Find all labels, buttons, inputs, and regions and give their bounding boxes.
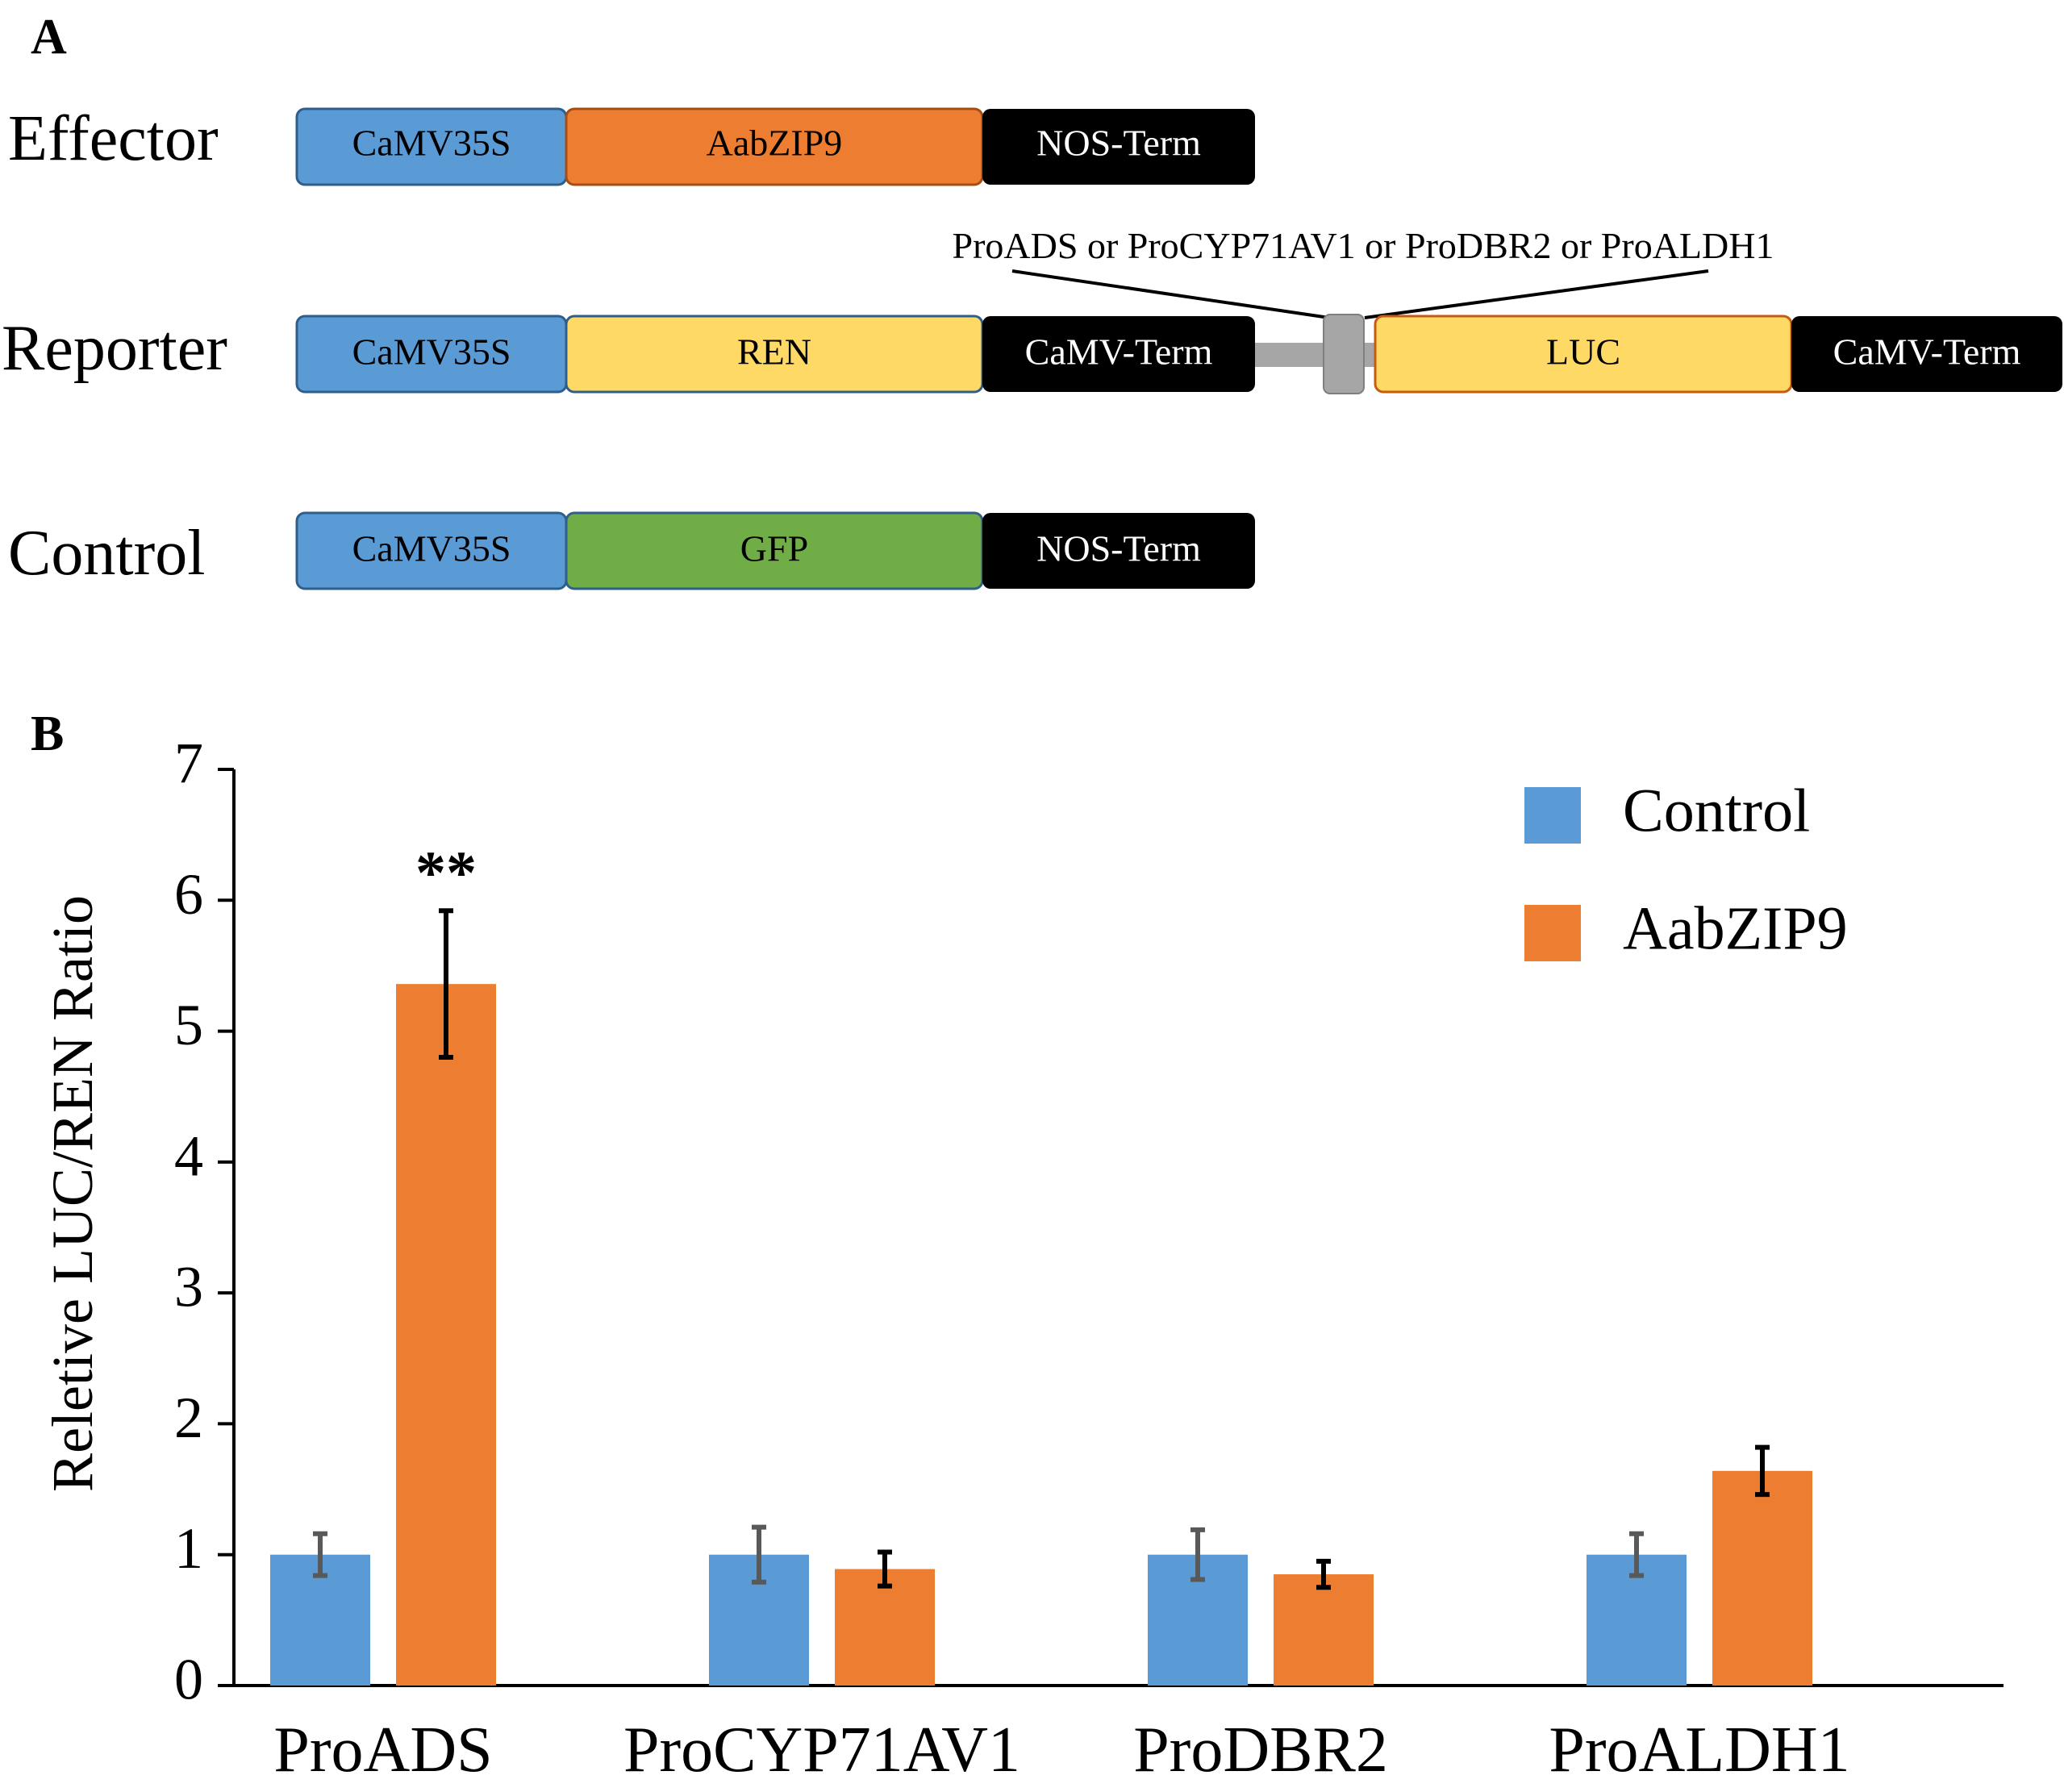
x-category-label: ProADS	[273, 1715, 492, 1786]
control-segment-terminator-label: NOS-Term	[1036, 528, 1201, 569]
legend-swatch-control	[1524, 787, 1581, 844]
y-tick-label: 5	[174, 993, 203, 1057]
panel-a-label: A	[31, 10, 67, 65]
y-tick-label: 2	[174, 1386, 203, 1450]
effector-segment-gene-label: AabZIP9	[707, 123, 843, 164]
y-tick-label: 4	[174, 1123, 203, 1188]
reporter-segment-terminator-2-label: CaMV-Term	[1833, 331, 2021, 373]
effector-construct: Effector CaMV35S AabZIP9 NOS-Term	[8, 103, 1255, 186]
y-tick-label: 0	[174, 1648, 203, 1712]
x-category-label: ProDBR2	[1133, 1715, 1388, 1786]
control-segment-promoter-label: CaMV35S	[352, 528, 511, 569]
reporter-segment-promoter-label: CaMV35S	[352, 331, 511, 373]
callout-line-right	[1364, 269, 1709, 319]
panel-b-label: B	[31, 706, 64, 761]
reporter-segment-terminator-1-label: CaMV-Term	[1025, 331, 1213, 373]
effector-segment-terminator	[982, 109, 1255, 185]
callout-line-left	[1011, 269, 1330, 319]
y-tick-label: 7	[174, 731, 203, 796]
reporter-segment-terminator-2	[1791, 316, 2062, 392]
reporter-segment-luc-label: LUC	[1546, 331, 1620, 373]
bar-aabzip9-proads	[396, 984, 496, 1686]
reporter-segment-terminator-1	[982, 316, 1255, 392]
control-segment-terminator	[982, 513, 1255, 589]
x-category-label: ProALDH1	[1549, 1715, 1849, 1786]
x-category-label: ProCYP71AV1	[623, 1715, 1020, 1786]
effector-row-label: Effector	[8, 103, 219, 174]
reporter-row-label: Reporter	[2, 313, 227, 384]
effector-segment-promoter-label: CaMV35S	[352, 123, 511, 164]
bar-chart: 0 1 2 3 4 5 6 7 ProADS ProCYP71AV1 ProDBR2 ProALDH1…	[174, 731, 2004, 1786]
bar-aabzip9-proaldh1	[1712, 1470, 1812, 1686]
control-construct: Control CaMV35S GFP NOS-Term	[8, 511, 1255, 590]
y-tick-label: 1	[174, 1516, 203, 1581]
effector-segment-terminator-label: NOS-Term	[1036, 123, 1201, 164]
y-tick-label: 3	[174, 1255, 203, 1319]
reporter-construct: ProADS or ProCYP71AV1 or ProDBR2 or ProA…	[2, 225, 2062, 394]
y-tick-label: 6	[174, 862, 203, 927]
panel-b: B Reletive LUC/REN Ratio 0 1 2 3 4 5 6 7 ProADS P…	[31, 706, 2004, 1786]
legend-swatch-aabzip9	[1524, 905, 1581, 961]
promoter-callout: ProADS or ProCYP71AV1 or ProDBR2 or ProA…	[953, 225, 1774, 266]
legend-label-aabzip9: AabZIP9	[1623, 894, 1848, 962]
legend-label-control: Control	[1623, 777, 1810, 844]
y-axis-label: Reletive LUC/REN Ratio	[40, 895, 105, 1492]
reporter-segment-ren-label: REN	[737, 331, 811, 373]
significance-marker: **	[415, 839, 477, 906]
bar-aabzip9-prodbr2	[1274, 1574, 1374, 1686]
panel-a: A Effector CaMV35S AabZIP9 NOS-Term ProA…	[2, 10, 2062, 590]
control-row-label: Control	[8, 518, 205, 589]
promoter-insert	[1323, 314, 1365, 394]
control-segment-gfp-label: GFP	[740, 528, 808, 569]
